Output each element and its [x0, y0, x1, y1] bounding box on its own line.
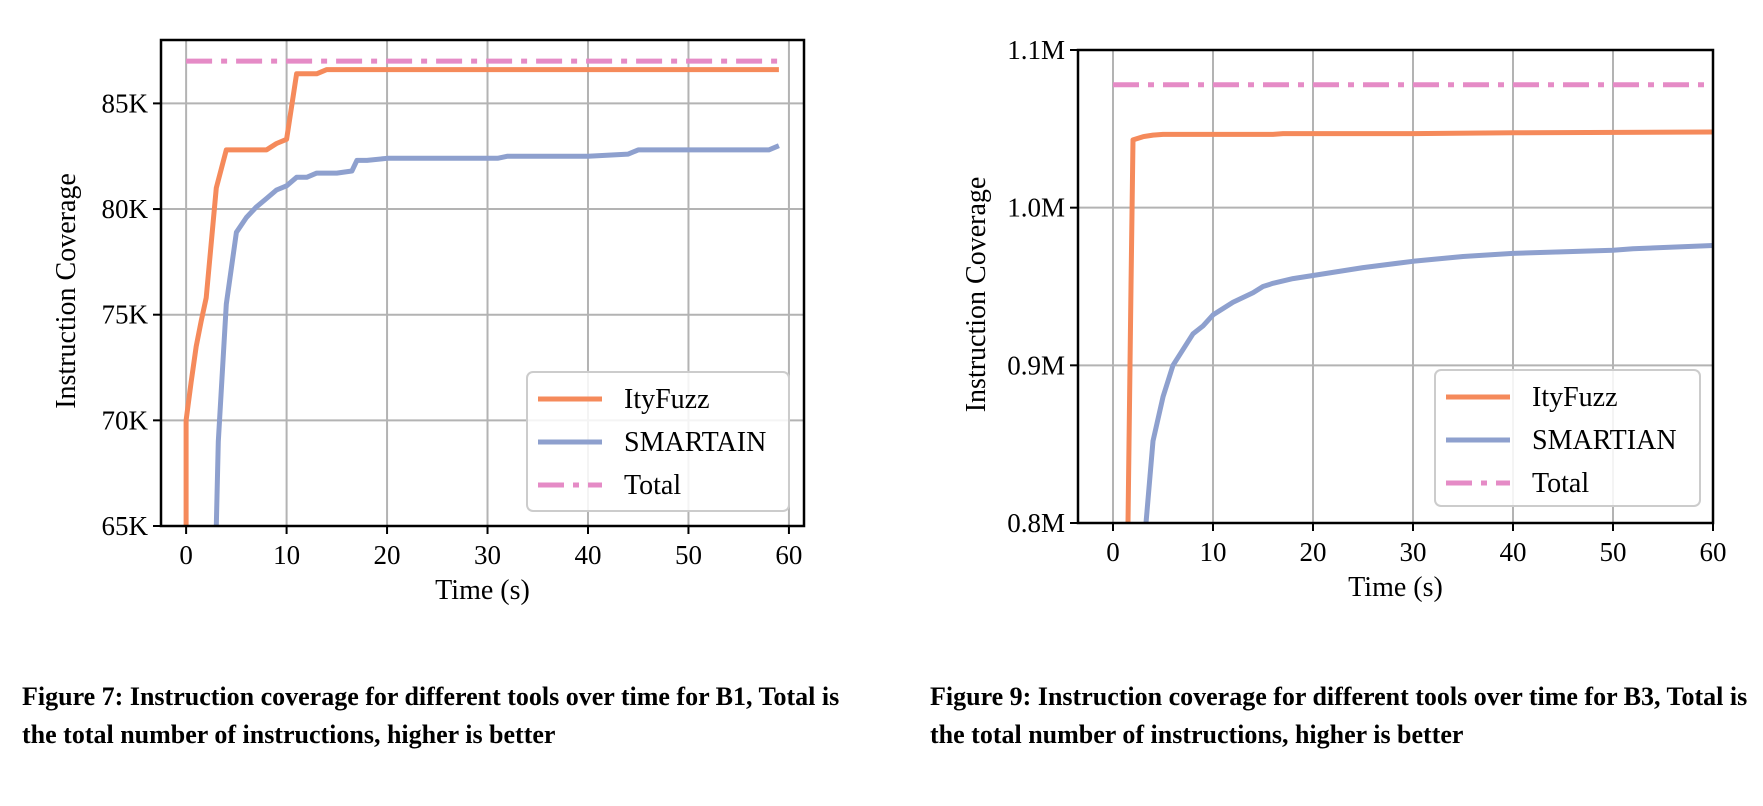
y-tick-label: 0.8M	[1007, 508, 1065, 538]
series-line-smartain	[213, 143, 780, 526]
x-tick-label: 0	[179, 540, 193, 570]
legend-label-total: Total	[624, 470, 681, 501]
figure-charts: 0 10 20 30 40 50 60 65K 70K 75K 80K 85K Time (s) Inst…	[51, 35, 1727, 606]
x-tick-label: 10	[1200, 537, 1227, 567]
plot-frame	[1076, 48, 1715, 525]
x-axis-label: Time (s)	[435, 575, 530, 606]
x-tick-label: 50	[1600, 537, 1627, 567]
y-tick-label: 0.9M	[1007, 350, 1065, 380]
legend-label-smartian: SMARTIAN	[1532, 425, 1677, 456]
plot-frame	[159, 38, 806, 528]
x-tick-label: 50	[675, 540, 702, 570]
figure-9-caption: Figure 9: Instruction coverage for diffe…	[930, 682, 1748, 749]
x-axis-label: Time (s)	[1348, 572, 1443, 603]
y-tick-label: 70K	[102, 405, 149, 435]
y-tick-label: 80K	[102, 194, 149, 224]
y-axis-label: Instruction Coverage	[961, 177, 992, 413]
series-line-ityfuzz	[1125, 129, 1713, 523]
x-tick-label: 10	[273, 540, 300, 570]
x-tick-label: 30	[1400, 537, 1427, 567]
x-tick-label: 40	[574, 540, 601, 570]
y-tick-label: 75K	[102, 300, 149, 330]
y-tick-label: 1.1M	[1007, 35, 1065, 65]
x-tick-label: 20	[374, 540, 401, 570]
series-line-smartian	[1143, 243, 1713, 523]
legend-box	[1434, 369, 1701, 507]
chart-b1: 0 10 20 30 40 50 60 65K 70K 75K 80K 85K Time (s) Inst…	[51, 38, 806, 606]
legend-label-total: Total	[1532, 468, 1589, 499]
y-axis-label: Instruction Coverage	[51, 173, 82, 409]
series-line-ityfuzz	[183, 67, 779, 526]
x-tick-label: 40	[1500, 537, 1527, 567]
y-tick-label: 1.0M	[1007, 193, 1065, 223]
y-tick-label: 85K	[102, 88, 149, 118]
legend-box	[526, 371, 790, 512]
figure-7-caption: Figure 7: Instruction coverage for diffe…	[22, 682, 840, 749]
x-tick-label: 20	[1300, 537, 1327, 567]
y-tick-label: 65K	[102, 511, 149, 541]
x-tick-label: 60	[775, 540, 802, 570]
x-tick-label: 30	[474, 540, 501, 570]
x-tick-label: 60	[1700, 537, 1727, 567]
legend-label-smartain: SMARTAIN	[624, 427, 766, 458]
legend-label-ityfuzz: ItyFuzz	[1532, 382, 1618, 413]
chart-b3: 0 10 20 30 40 50 60 0.8M 0.9M 1.0M 1.1M Time (s) Ins…	[961, 35, 1727, 603]
legend-label-ityfuzz: ItyFuzz	[624, 384, 710, 415]
x-tick-label: 0	[1106, 537, 1120, 567]
